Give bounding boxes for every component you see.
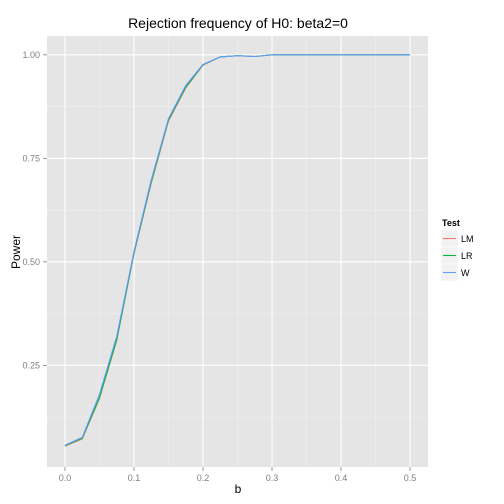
y-tick-label: 0.25: [22, 360, 40, 370]
x-tick-label: 0.0: [59, 473, 72, 483]
series-lines: [64, 54, 411, 447]
x-tick-label: 0.2: [197, 473, 210, 483]
y-tick-label: 0.75: [22, 153, 40, 163]
x-tick-label: 0.5: [404, 473, 417, 483]
x-tick-label: 0.1: [128, 473, 141, 483]
y-axis-ticks: 0.25 0.50 0.75 1.00: [22, 50, 47, 370]
legend-items: LM LR W: [440, 229, 474, 282]
x-tick-label: 0.3: [266, 473, 279, 483]
y-tick-label: 0.50: [22, 257, 40, 267]
legend-label-w: W: [461, 268, 470, 278]
legend-label-lr: LR: [461, 251, 473, 261]
x-axis-title: b: [235, 482, 242, 496]
chart-title: Rejection frequency of H0: beta2=0: [128, 15, 348, 31]
y-axis-title: Power: [9, 235, 23, 269]
legend-title: Test: [442, 218, 460, 228]
x-tick-label: 0.4: [335, 473, 348, 483]
x-axis-ticks: 0.0 0.1 0.2 0.3 0.4 0.5: [59, 467, 417, 483]
y-tick-label: 1.00: [22, 50, 40, 60]
legend: Test LM LR W: [440, 218, 474, 282]
series-line-w: [64, 54, 411, 446]
legend-label-lm: LM: [461, 234, 474, 244]
